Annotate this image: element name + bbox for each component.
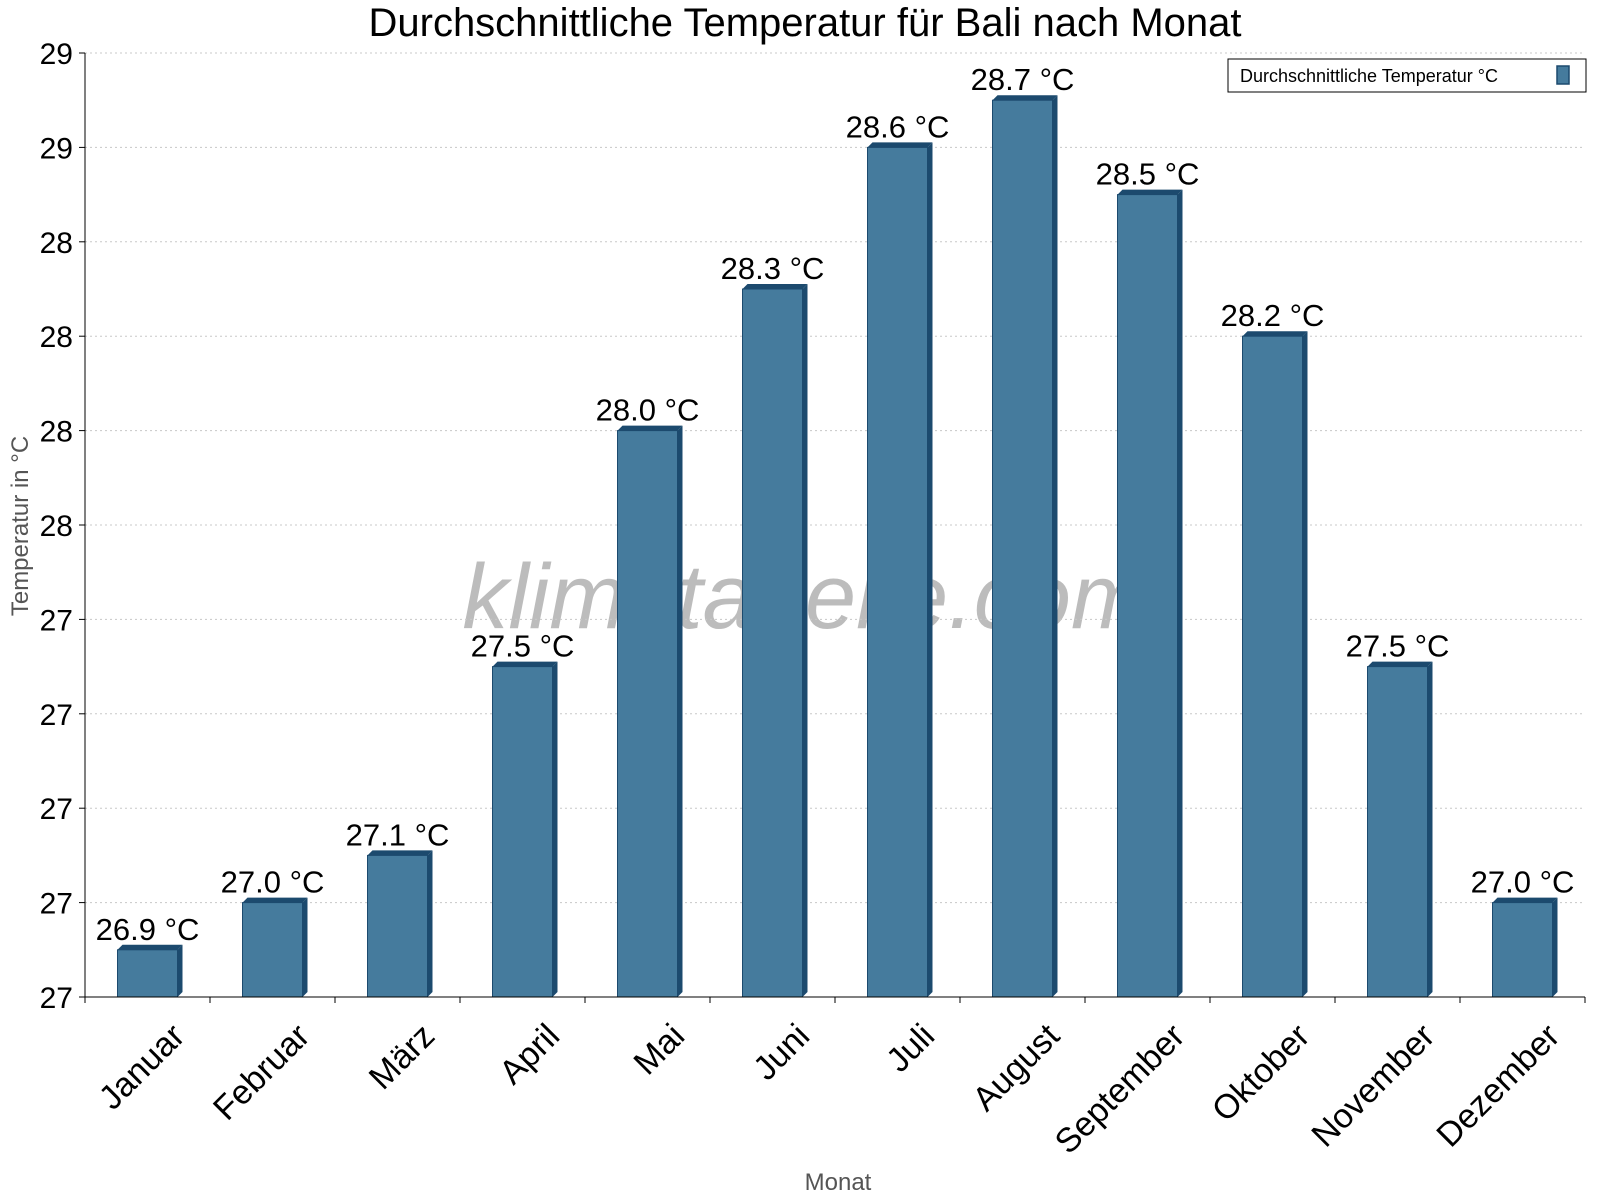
bar-side [1177,189,1183,998]
bar-side [177,944,183,997]
bar-face [117,949,178,998]
bar-face [1492,902,1553,998]
x-tick-label: November [1304,1017,1442,1155]
legend: Durchschnittliche Temperatur °C [1227,58,1587,93]
bar-top [242,897,308,903]
grid-lines [85,52,1585,998]
data-label: 27.0 °C [221,865,325,900]
x-tick-label: August [965,1016,1067,1118]
bar-side [677,425,683,998]
bar-side [427,850,433,997]
bar-side [1302,331,1308,997]
x-axis-label: Monat [805,1169,872,1196]
bar-side [1427,661,1433,997]
y-tick-label: 28 [40,510,73,543]
x-tick-label: Dezember [1429,1017,1567,1155]
bar-6 [742,284,808,998]
bar-top [1367,661,1433,667]
legend-swatch [1556,65,1570,85]
bar-side [802,284,808,997]
data-labels: 26.9 °C 27.0 °C 27.1 °C 27.5 °C 28.0 °C 28.3 … [96,62,1575,947]
bar-side [302,897,308,997]
x-tick-label: Oktober [1205,1017,1317,1129]
data-label: 28.7 °C [971,62,1075,97]
legend-label: Durchschnittliche Temperatur °C [1240,66,1498,86]
x-tick-label: Juli [879,1017,942,1080]
data-label: 26.9 °C [96,912,200,947]
y-tick-label: 28 [40,416,73,449]
y-tick-label: 28 [40,321,73,354]
data-label: 27.0 °C [1471,865,1575,900]
bar-top [1117,189,1183,195]
x-tick-label: Februar [206,1017,317,1128]
bars [117,95,1558,998]
y-tick-label: 28 [40,227,73,260]
bar-9 [1117,189,1183,998]
x-tick-label: März [362,1017,442,1097]
x-axis-ticks: Januar Februar März April Mai Juni Juli AugustS… [84,997,1586,1161]
bar-top [742,284,808,289]
y-tick-label: 29 [40,132,73,165]
bar-face [992,99,1053,998]
data-label: 28.0 °C [596,393,700,428]
data-label: 28.2 °C [1221,298,1325,333]
y-axis-ticks: 27 27 27 27 27 28 28 28 28 29 29 [40,38,85,1015]
y-tick-label: 29 [40,38,73,71]
bar-side [1052,95,1058,997]
bar-12 [1492,897,1558,998]
bar-top [867,142,933,148]
bar-4 [492,661,558,998]
bar-top [117,944,183,950]
bar-10 [1242,331,1308,998]
y-axis-label: Temperatur in °C [7,436,34,616]
x-tick-label: Juni [746,1017,817,1088]
bar-face [1117,194,1178,998]
bar-face [1242,335,1303,998]
bar-top [992,95,1058,101]
bar-top [617,425,683,431]
bar-side [552,661,558,997]
y-tick-label: 27 [40,888,73,921]
legend-box [1227,58,1587,93]
bar-7 [867,142,933,998]
bar-face [242,902,303,998]
y-tick-label: 27 [40,604,73,637]
bar-3 [367,850,433,998]
bar-face [367,854,428,998]
y-tick-label: 27 [40,982,73,1015]
bar-8 [992,95,1058,998]
bar-face [867,146,928,998]
x-tick-label: Mai [627,1017,693,1083]
bar-face [742,288,803,998]
x-tick-label: April [492,1017,567,1092]
data-label: 27.5 °C [1346,629,1450,664]
bar-5 [617,425,683,998]
data-label: 27.1 °C [346,817,450,852]
bar-11 [1367,661,1433,998]
bar-side [927,142,933,997]
bar-2 [242,897,308,998]
bar-face [492,666,553,998]
bar-top [1242,331,1308,337]
data-label: 28.6 °C [846,109,950,144]
bar-face [1367,666,1428,998]
bar-side [1552,897,1558,997]
x-tick-label: Januar [92,1017,192,1117]
bar-top [1492,897,1558,903]
y-tick-label: 27 [40,793,73,826]
bar-top [492,661,558,667]
data-label: 28.3 °C [721,251,825,286]
y-tick-label: 27 [40,699,73,732]
chart-title: Durchschnittliche Temperatur für Bali na… [368,1,1241,45]
data-label: 27.5 °C [471,629,575,664]
bar-1 [117,944,183,998]
x-tick-label: September [1048,1017,1192,1161]
data-label: 28.5 °C [1096,157,1200,192]
bar-top [367,850,433,856]
bar-face [617,430,678,998]
